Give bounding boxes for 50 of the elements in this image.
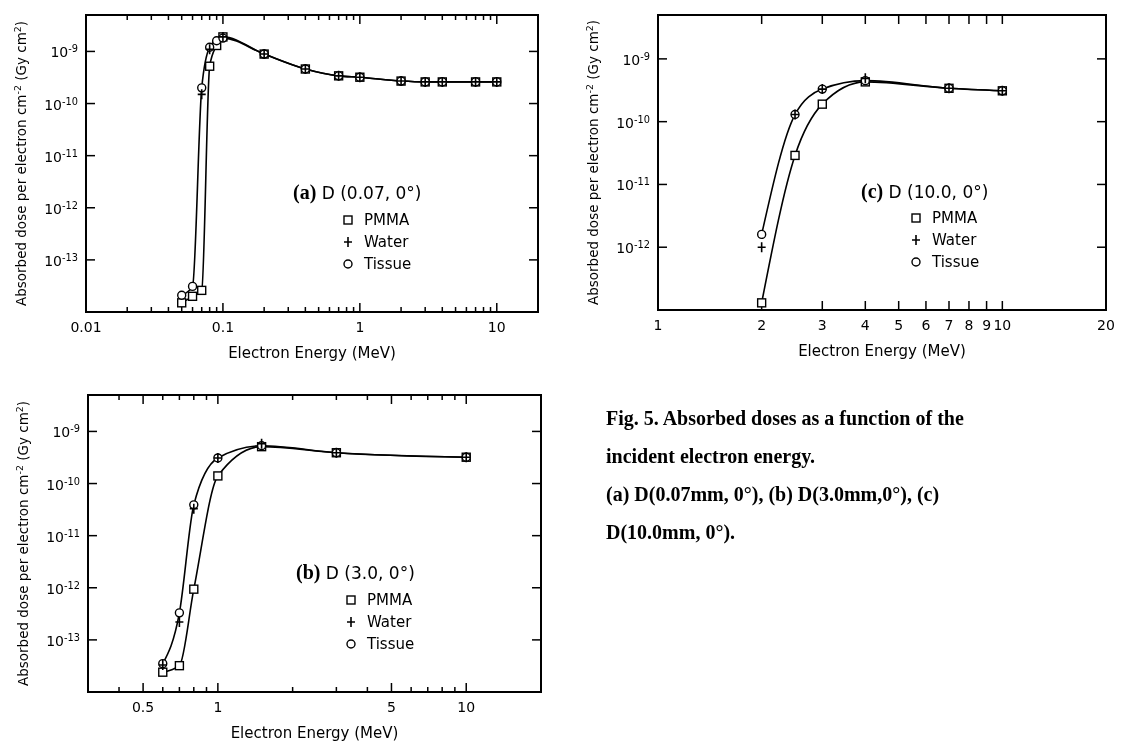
x-tick-label: 10: [993, 317, 1012, 333]
y-tick-label: 10$^{-12}$: [616, 238, 650, 257]
x-tick-label: 2: [757, 317, 767, 333]
y-tick-label: 10$^{-13}$: [46, 631, 80, 649]
legend-label: PMMA: [367, 591, 413, 609]
x-tick-label: 0.01: [70, 319, 102, 335]
y-tick-label: 10$^{-12}$: [46, 579, 80, 597]
legend-label: Water: [932, 231, 978, 249]
x-tick-label: 20: [1097, 317, 1115, 333]
y-tick-label: 10$^{-13}$: [44, 251, 78, 269]
x-axis-title: Electron Energy (MeV): [230, 724, 399, 742]
caption: Fig. 5. Absorbed doses as a function of the incident electron energy.: [606, 407, 964, 468]
x-tick-label: 9: [982, 317, 992, 333]
legend-label: Tissue: [366, 635, 415, 653]
y-tick-label: 10$^{-9}$: [50, 42, 78, 61]
y-tick-label: 10$^{-9}$: [52, 422, 80, 441]
y-tick-label: 10$^{-9}$: [622, 50, 650, 68]
text: (b) D (3.0, 0°): [296, 561, 415, 585]
legend-label: Tissue: [931, 253, 980, 271]
text: (a) D(0.07mm, 0°), (b) D(3.0mm,0°), (c) D(10.0mm, 0°).: [606, 483, 940, 544]
text: (a) D (0.07, 0°): [293, 181, 422, 205]
x-tick-label: 5: [387, 699, 396, 715]
x-tick-label: 7: [944, 317, 954, 333]
y-tick-label: 10$^{-10}$: [616, 113, 650, 131]
y-tick-label: 10$^{-11}$: [616, 175, 650, 194]
y-tick-label: 10$^{-11}$: [46, 527, 80, 545]
x-axis-title: Electron Energy (MeV): [798, 342, 966, 360]
y-tick-label: 10$^{-11}$: [44, 147, 78, 165]
x-tick-label: 5: [894, 317, 904, 333]
x-axis-title: Electron Energy (MeV): [228, 344, 396, 362]
x-tick-label: 10: [457, 699, 476, 715]
y-tick-label: 10$^{-10}$: [46, 475, 80, 493]
x-tick-label: 3: [817, 317, 827, 333]
x-tick-label: 4: [860, 317, 870, 333]
x-tick-label: 0.1: [211, 319, 235, 335]
legend-label: PMMA: [932, 209, 978, 227]
legend-label: PMMA: [364, 211, 410, 229]
x-tick-label: 6: [921, 317, 931, 333]
y-tick-label: 10$^{-12}$: [44, 199, 78, 217]
x-tick-label: 1: [213, 699, 223, 715]
legend-label: Water: [367, 613, 413, 631]
x-tick-label: 8: [964, 317, 974, 333]
legend-label: Water: [364, 233, 410, 251]
text: (c) D (10.0, 0°): [861, 179, 989, 203]
x-tick-label: 0.5: [131, 699, 155, 715]
legend-label: Tissue: [363, 255, 412, 273]
y-tick-label: 10$^{-10}$: [44, 95, 78, 113]
x-tick-label: 1: [355, 319, 365, 335]
x-tick-label: 1: [653, 317, 663, 333]
x-tick-label: 10: [487, 319, 506, 335]
